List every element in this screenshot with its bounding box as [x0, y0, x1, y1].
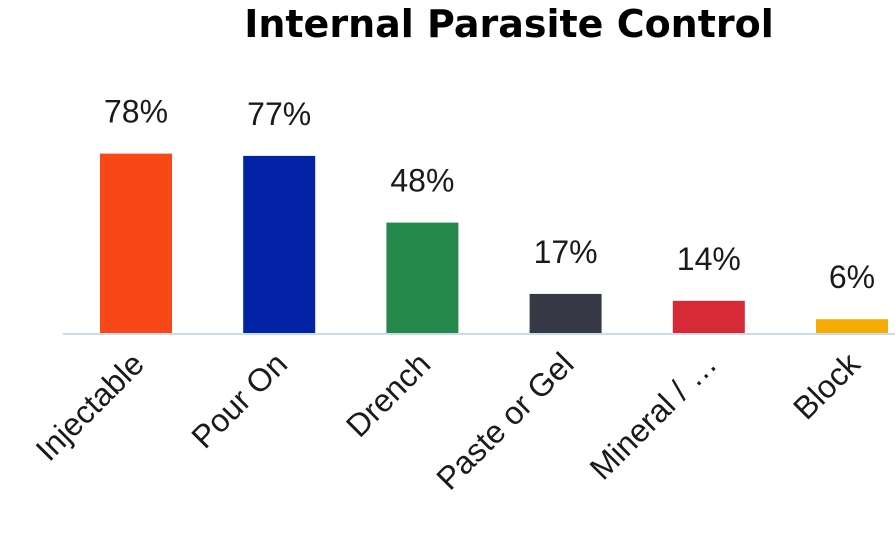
category-label-paste-or-gel: Paste or Gel [429, 345, 580, 496]
bar-pour-on [243, 155, 316, 333]
data-label-mineral: 14% [677, 241, 741, 277]
bar-drench [386, 222, 459, 333]
category-label-injectable: Injectable [29, 345, 151, 467]
category-label-mineral: Mineral / … [583, 345, 724, 486]
bar-block [816, 319, 888, 333]
data-label-injectable: 78% [104, 94, 168, 130]
category-label-pour-on: Pour On [184, 345, 294, 455]
data-label-drench: 48% [390, 163, 454, 199]
data-labels-group: 78% 77% 48% 17% 14% 6% [104, 94, 875, 296]
data-label-paste-or-gel: 17% [534, 234, 598, 270]
bar-mineral [672, 300, 745, 333]
category-label-drench: Drench [339, 345, 437, 443]
bar-injectable [100, 153, 172, 333]
chart-title: Internal Parasite Control [244, 2, 774, 46]
bar-paste-or-gel [529, 293, 602, 333]
data-label-pour-on: 77% [247, 96, 311, 132]
data-label-block: 6% [829, 259, 875, 295]
category-label-block: Block [786, 345, 867, 426]
bars-group [100, 153, 888, 333]
